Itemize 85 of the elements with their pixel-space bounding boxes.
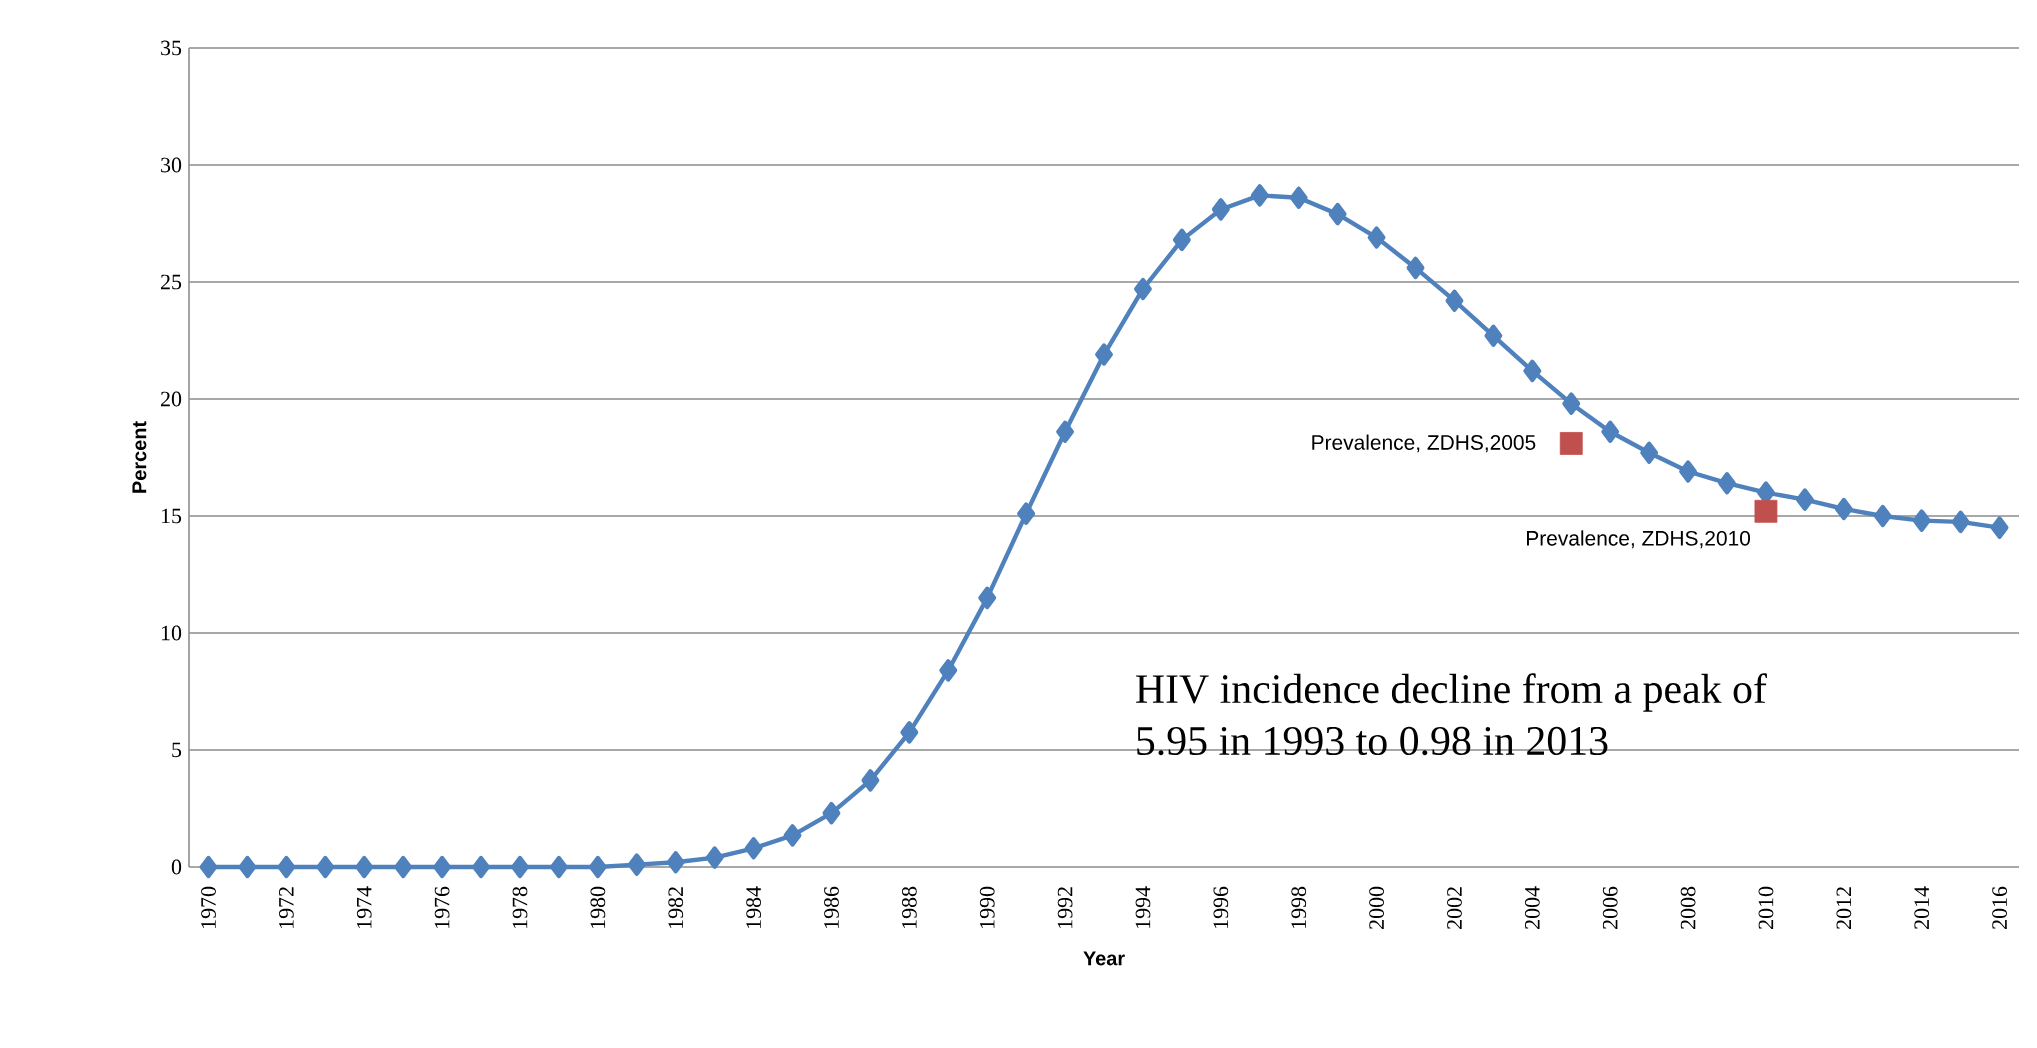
point: [861, 769, 880, 792]
x-tick-label: 1988: [901, 886, 917, 928]
point: [1484, 324, 1503, 347]
point: [900, 721, 919, 744]
point: [1640, 441, 1659, 464]
x-tick-label: 2010: [1758, 886, 1774, 929]
x-tick-label: 1970: [201, 886, 216, 928]
x-tick-label: 1980: [590, 886, 606, 928]
point: [238, 855, 257, 879]
y-tick-label: 5: [172, 742, 182, 758]
x-tick-label: 2000: [1369, 886, 1384, 929]
y-tick-label: 35: [161, 40, 182, 56]
x-tick-label: 1992: [1057, 887, 1073, 928]
point: [1367, 226, 1386, 249]
x-tick-label: 2006: [1602, 886, 1618, 929]
annotation: Prevalence, ZDHS,2005: [1312, 434, 1536, 453]
point: [666, 851, 685, 874]
x-tick-label: 1994: [1135, 886, 1151, 928]
point: [1406, 256, 1425, 280]
point: [978, 586, 997, 610]
x-tick-label: 1986: [824, 886, 839, 928]
x-tick-label: 1976: [434, 886, 450, 928]
annotation: HIV incidence decline from a peak of 5.95 in 1993 to 0.98 in 2013: [1136, 673, 1767, 756]
point: [1912, 509, 1931, 532]
point: [1523, 359, 1542, 383]
y-tick-label: 30: [161, 157, 182, 173]
y-axis-title: Percent: [132, 421, 147, 493]
x-tick-label: 1982: [668, 887, 684, 928]
x-axis-title: Year: [1083, 951, 1125, 966]
point: [1289, 186, 1308, 209]
point: [783, 824, 802, 847]
point: [1328, 202, 1347, 226]
point: [1679, 460, 1698, 483]
x-tick-label: 2002: [1447, 887, 1462, 929]
point: [277, 855, 296, 879]
point: [822, 801, 841, 825]
point: [1172, 228, 1191, 252]
point: [1873, 504, 1892, 528]
point: [939, 659, 958, 682]
point: [1056, 420, 1075, 443]
x-tick-label: 1972: [279, 887, 294, 928]
point: [1718, 472, 1736, 495]
x-tick-label: 2004: [1524, 886, 1540, 929]
point: [1562, 392, 1581, 415]
point: [394, 855, 413, 879]
point: [472, 855, 490, 879]
point: [1095, 343, 1113, 366]
point: [1795, 488, 1814, 511]
x-tick-label: 2016: [1992, 886, 2007, 929]
point: [1559, 432, 1583, 455]
point: [316, 855, 335, 879]
x-tick-label: 1998: [1291, 886, 1307, 928]
point: [549, 855, 568, 879]
point: [1017, 502, 1036, 525]
point: [627, 853, 646, 876]
point: [1445, 289, 1464, 312]
point: [588, 855, 607, 879]
y-tick-label: 15: [161, 508, 182, 524]
point: [355, 855, 374, 879]
x-tick-label: 1978: [512, 886, 528, 928]
y-tick-label: 20: [161, 391, 182, 407]
x-tick-label: 2012: [1836, 887, 1852, 929]
x-tick-label: 1984: [746, 886, 761, 928]
point: [744, 837, 763, 860]
point: [1990, 516, 2009, 539]
y-tick-label: 10: [161, 625, 182, 641]
point: [1754, 499, 1778, 523]
point: [1250, 184, 1269, 207]
x-tick-label: 2008: [1680, 886, 1696, 929]
point: [1134, 277, 1152, 301]
y-tick-label: 25: [161, 274, 182, 290]
x-tick-label: 2014: [1914, 886, 1930, 929]
point: [1834, 497, 1853, 521]
annotation: Prevalence, ZDHS,2010: [1527, 530, 1751, 549]
point: [1951, 510, 1970, 534]
point: [199, 855, 218, 879]
y-tick-label: 0: [171, 859, 182, 875]
point: [705, 846, 724, 869]
point: [1211, 198, 1230, 221]
point: [511, 855, 529, 879]
x-tick-label: 1974: [356, 886, 372, 928]
x-tick-label: 1990: [979, 886, 995, 928]
x-tick-label: 1996: [1213, 886, 1229, 928]
point: [433, 855, 452, 879]
point: [1601, 420, 1620, 443]
